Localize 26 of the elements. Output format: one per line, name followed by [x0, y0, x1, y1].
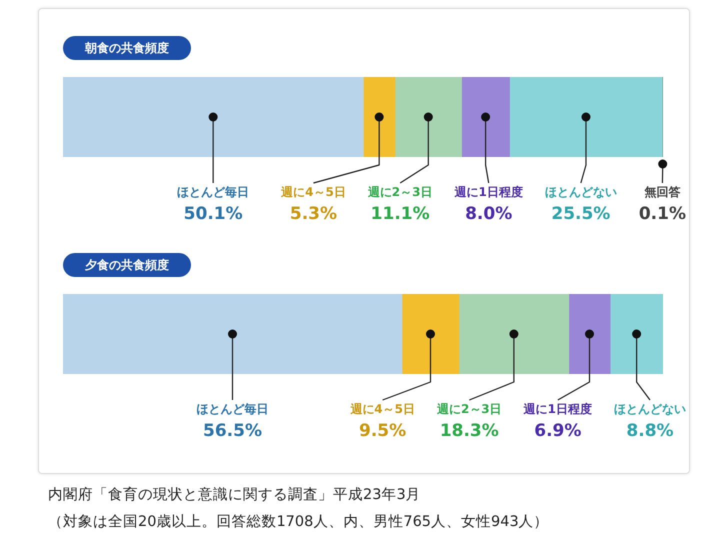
chart-title: 夕食の共食頻度 — [63, 253, 191, 277]
text: 無回答 — [643, 185, 682, 200]
text: 週に1日程度 — [522, 402, 592, 416]
text: 週に2～3日 — [436, 402, 502, 416]
data-label: 9.5% — [359, 420, 406, 441]
text: 週に4～5日 — [280, 185, 346, 200]
data-label: 50.1% — [184, 204, 243, 224]
data-label: 8.8% — [626, 420, 674, 441]
data-label: 18.3% — [440, 420, 499, 441]
data-label: 56.5% — [203, 420, 262, 441]
text: 週に4～5日 — [349, 402, 415, 416]
data-label: 5.3% — [290, 204, 338, 224]
text: （対象は全国20歳以上。回答総数1708人、内、男性765人、女性943人） — [48, 514, 549, 530]
text: ほとんどない — [544, 185, 617, 200]
text: ほとんど毎日 — [177, 185, 250, 200]
chart-title: 朝食の共食頻度 — [63, 36, 191, 60]
data-label: 0.1% — [638, 204, 686, 224]
text: 週に2～3日 — [366, 185, 433, 200]
data-label: 8.0% — [465, 204, 512, 224]
data-label: 25.5% — [551, 204, 610, 224]
text: 内閣府「食育の現状と意識に関する調査」平成23年3月 — [48, 487, 421, 503]
text: 週に1日程度 — [453, 185, 523, 200]
data-label: 11.1% — [370, 204, 430, 224]
text: ほとんどない — [614, 402, 686, 416]
text: ほとんど毎日 — [196, 402, 268, 416]
data-label: 6.9% — [534, 420, 582, 441]
